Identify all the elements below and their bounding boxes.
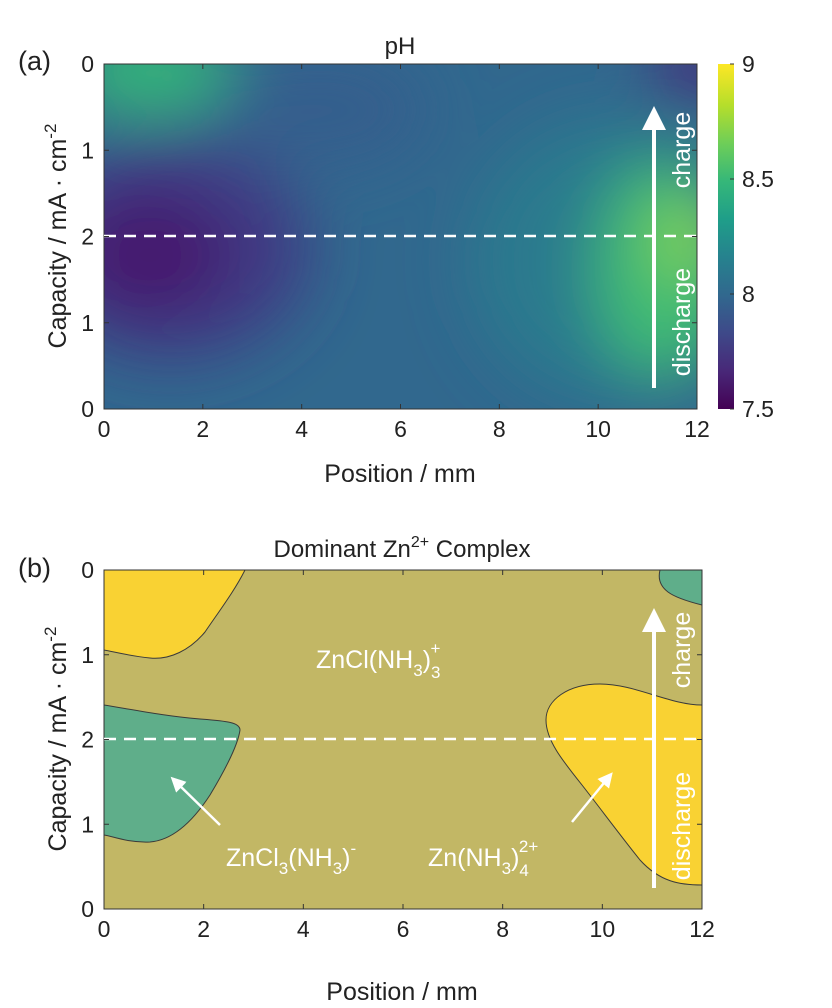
panel-a-y-axis-sup: -2 (41, 124, 60, 139)
panel-a-y-axis-label: Capacity / mA · cm-2 (41, 124, 72, 349)
colorbar-tick-label: 9 (742, 51, 755, 77)
panel-b: (b) Dominant Zn2+ Complex charge dischar… (18, 534, 715, 1006)
panel-a-charge-label: charge (668, 112, 696, 188)
panel-a-x-tick-label: 0 (98, 416, 111, 442)
label-zncl-nh3-3-sup: + (430, 639, 440, 658)
panel-b-x-axis-label: Position / mm (326, 978, 477, 1006)
label-zncl3-nh3-sub1: 3 (279, 859, 288, 878)
panel-b-y-tick-label: 1 (81, 642, 94, 668)
panel-b-y-tick-label: 1 (81, 811, 94, 837)
panel-b-y-tick-label: 0 (81, 557, 94, 583)
label-zncl3-nh3-sup: - (351, 839, 357, 858)
panel-b-charge-label: charge (668, 612, 696, 688)
panel-b-y-tick-label: 2 (81, 727, 94, 753)
panel-a-y-tick-label: 1 (81, 137, 94, 163)
panel-b-x-tick-label: 4 (297, 916, 310, 942)
panel-a-y-tick-label: 1 (81, 310, 94, 336)
panel-a-x-tick-label: 12 (684, 416, 710, 442)
label-zncl-nh3-3-main: ZnCl(NH (316, 646, 413, 674)
label-zncl3-nh3-close: ) (342, 844, 350, 872)
ph-colorbar (718, 64, 734, 409)
ph-high-right-core (655, 205, 697, 275)
panel-a-x-ticks: 0 2 4 6 8 10 12 (98, 64, 710, 442)
panel-b-x-tick-label: 10 (590, 916, 616, 942)
label-zncl-nh3-3-sub1: 3 (413, 661, 422, 680)
panel-a-y-tick-label: 0 (81, 396, 94, 422)
pointer-zncl3-nh3 (170, 776, 221, 826)
ph-low-topright (650, 64, 697, 99)
panel-a-x-tick-label: 2 (196, 416, 209, 442)
label-zn-nh3-4-sup: 2+ (519, 837, 538, 856)
panel-a-y-ticks: 0 1 2 1 0 (81, 51, 697, 422)
panel-b-x-tick-label: 6 (397, 916, 410, 942)
region-green-topright (658, 570, 702, 606)
region-yellow-topleft (104, 570, 246, 659)
ph-mid-topcenter (210, 64, 430, 170)
panel-b-label: (b) (18, 553, 51, 583)
ph-heatmap (104, 64, 697, 409)
label-zncl-nh3-3: ZnCl(NH3)3+ (316, 639, 440, 682)
panel-b-y-axis-sup: -2 (41, 627, 60, 642)
panel-b-y-ticks: 0 1 2 1 0 (81, 557, 702, 922)
colorbar-tick-label: 8.5 (742, 166, 774, 192)
panel-b-title: Dominant Zn2+ Complex (273, 534, 530, 563)
panel-a-y-tick-label: 2 (81, 224, 94, 250)
panel-b-x-tick-label: 2 (197, 916, 210, 942)
panel-b-x-tick-label: 0 (98, 916, 111, 942)
panel-a-discharge-label: discharge (668, 268, 696, 376)
panel-a-y-axis-text: Capacity / mA · cm (44, 139, 72, 349)
panel-a-x-axis-label: Position / mm (324, 460, 475, 488)
panel-b-y-axis-text: Capacity / mA · cm (44, 642, 72, 852)
label-zn-nh3-4: Zn(NH3)4 2+ (428, 837, 538, 880)
label-zncl3-nh3: ZnCl3(NH3)- (226, 839, 356, 878)
panel-b-y-axis-label: Capacity / mA · cm-2 (41, 627, 72, 852)
ph-high-right (595, 160, 697, 380)
label-zn-nh3-4-close: ) (511, 844, 519, 872)
panel-b-discharge-label: discharge (668, 772, 696, 880)
label-zncl-nh3-3-sub2: 3 (431, 663, 440, 682)
ph-low-core (104, 195, 230, 315)
label-zncl3-nh3-main: ZnCl (226, 844, 279, 872)
panel-b-y-tick-label: 0 (81, 896, 94, 922)
colorbar-tick-label: 8 (742, 281, 755, 307)
complex-regions (104, 570, 702, 909)
region-zn-nh3-4 (545, 683, 702, 886)
label-zncl3-nh3-mid: (NH (288, 844, 332, 872)
ph-colorbar-ticks: 9 8.5 8 7.5 (730, 51, 774, 422)
ph-high-topleft (104, 64, 235, 115)
panel-a-x-tick-label: 10 (585, 416, 611, 442)
panel-a-x-tick-label: 8 (493, 416, 506, 442)
label-zn-nh3-4-main: Zn(NH (428, 844, 502, 872)
panel-b-title-main: Dominant Zn (273, 536, 410, 563)
panel-a-x-tick-label: 4 (295, 416, 308, 442)
label-zncl3-nh3-sub2: 3 (333, 859, 342, 878)
label-zncl-nh3-3-close: ) (423, 646, 431, 674)
panel-a-x-tick-label: 6 (394, 416, 407, 442)
colorbar-tick-label: 7.5 (742, 396, 774, 422)
panel-b-x-ticks: 0 2 4 6 8 10 12 (98, 570, 715, 942)
panel-a-title: pH (385, 33, 416, 60)
panel-b-x-tick-label: 12 (689, 916, 715, 942)
panel-a-y-tick-label: 0 (81, 51, 94, 77)
label-zn-nh3-4-sub2: 4 (519, 861, 528, 880)
panel-b-title-sup: 2+ (411, 534, 429, 551)
panel-b-x-tick-label: 8 (496, 916, 509, 942)
panel-b-title-tail: Complex (429, 536, 530, 563)
panel-a-label: (a) (18, 46, 51, 76)
pointer-zn-nh3-4 (571, 772, 613, 823)
label-zn-nh3-4-sub1: 3 (502, 859, 511, 878)
panel-a: (a) pH charge discharge 0 2 4 6 8 10 12 01210 … (18, 33, 774, 488)
